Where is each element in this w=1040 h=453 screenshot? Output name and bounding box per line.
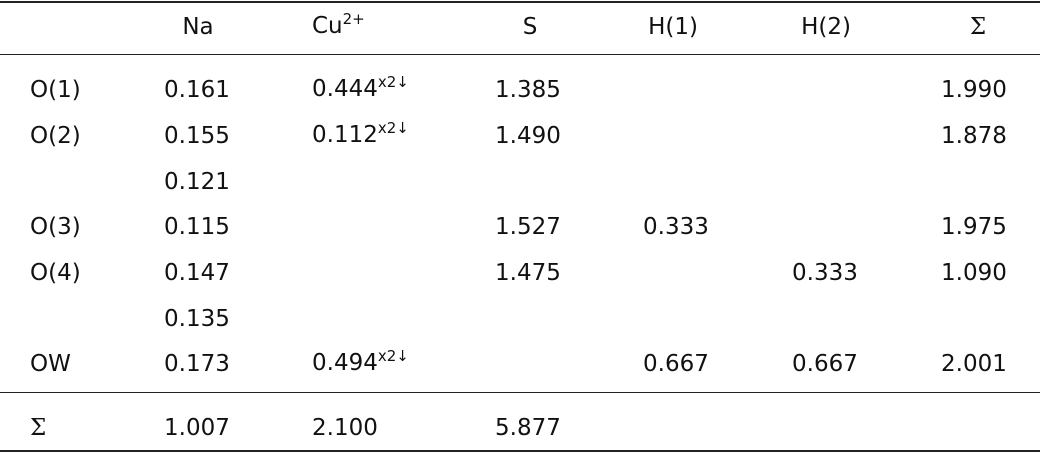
cell-text: 1.007 <box>164 415 230 441</box>
cell-text: 0.115 <box>164 214 230 240</box>
cell-text: S <box>522 14 538 40</box>
cell-text: 0.161 <box>164 77 230 103</box>
table-cell: 1.975 <box>941 212 1007 242</box>
superscript: x2↓ <box>377 119 409 137</box>
table-cell: O(3) <box>30 212 81 242</box>
bottom-rule <box>0 450 1040 452</box>
table-cell: OW <box>30 349 71 379</box>
cell-text: 1.975 <box>941 214 1007 240</box>
cell-text: Σ <box>969 14 987 40</box>
table-cell: 1.090 <box>941 258 1007 288</box>
cell-text: 0.667 <box>792 351 858 377</box>
cell-text: 1.878 <box>941 123 1007 149</box>
cell-text: Na <box>182 14 214 40</box>
table-cell: O(2) <box>30 121 81 151</box>
cell-text: 1.490 <box>495 123 561 149</box>
table-cell: 0.161 <box>164 75 230 105</box>
cell-text: 0.333 <box>792 260 858 286</box>
table-cell: 0.121 <box>164 167 230 197</box>
table-cell: 0.494x2↓ <box>312 347 409 380</box>
cell-text: 1.090 <box>941 260 1007 286</box>
table-cell: 0.147 <box>164 258 230 288</box>
table-cell: O(1) <box>30 75 81 105</box>
table-cell: 0.115 <box>164 212 230 242</box>
table-cell: 0.173 <box>164 349 230 379</box>
table-cell: 0.135 <box>164 304 230 334</box>
superscript: x2↓ <box>377 347 409 365</box>
footer-cell: 1.007 <box>164 413 230 443</box>
header-rule <box>0 54 1040 55</box>
table-cell: 0.667 <box>643 349 709 379</box>
cell-text: 0.135 <box>164 306 230 332</box>
table-cell: 1.527 <box>495 212 561 242</box>
cell-text: 0.667 <box>643 351 709 377</box>
table-cell: 0.333 <box>643 212 709 242</box>
table-cell: 1.475 <box>495 258 561 288</box>
cell-text: O(3) <box>30 214 81 240</box>
table-cell: 2.001 <box>941 349 1007 379</box>
table-cell: 1.990 <box>941 75 1007 105</box>
cell-text: 5.877 <box>495 415 561 441</box>
cell-text: 0.112 <box>312 122 378 148</box>
cell-text: 2.001 <box>941 351 1007 377</box>
header-cell: Na <box>182 12 213 42</box>
table-cell: 1.878 <box>941 121 1007 151</box>
table-cell: 0.112x2↓ <box>312 119 409 152</box>
footer-cell: 2.100 <box>312 413 378 443</box>
header-cell: H(2) <box>801 12 851 42</box>
cell-text: 0.155 <box>164 123 230 149</box>
header-cell: Σ <box>970 12 986 42</box>
footer-rule <box>0 392 1040 393</box>
cell-text: 1.990 <box>941 77 1007 103</box>
cell-text: 1.475 <box>495 260 561 286</box>
superscript: 2+ <box>342 10 365 28</box>
cell-text: H(1) <box>648 14 698 40</box>
cell-text: O(1) <box>30 77 81 103</box>
table-cell: 0.333 <box>792 258 858 288</box>
cell-text: Cu <box>312 13 343 39</box>
footer-cell: Σ <box>30 413 46 443</box>
cell-text: O(4) <box>30 260 81 286</box>
table-cell: 0.667 <box>792 349 858 379</box>
table-cell: O(4) <box>30 258 81 288</box>
footer-cell: 5.877 <box>495 413 561 443</box>
header-cell: H(1) <box>648 12 698 42</box>
table-cell: 0.444x2↓ <box>312 73 409 106</box>
cell-text: 0.333 <box>643 214 709 240</box>
superscript: x2↓ <box>377 73 409 91</box>
cell-text: 0.121 <box>164 169 230 195</box>
cell-text: 1.385 <box>495 77 561 103</box>
cell-text: Σ <box>30 415 47 441</box>
cell-text: H(2) <box>801 14 851 40</box>
cell-text: 0.147 <box>164 260 230 286</box>
cell-text: O(2) <box>30 123 81 149</box>
cell-text: 0.173 <box>164 351 230 377</box>
header-cell: Cu2+ <box>312 10 365 43</box>
table-cell: 1.385 <box>495 75 561 105</box>
cell-text: 2.100 <box>312 415 378 441</box>
cell-text: 0.444 <box>312 76 378 102</box>
header-cell: S <box>523 12 538 42</box>
cell-text: OW <box>30 351 71 377</box>
top-rule <box>0 1 1040 3</box>
table-cell: 0.155 <box>164 121 230 151</box>
table-cell: 1.490 <box>495 121 561 151</box>
cell-text: 1.527 <box>495 214 561 240</box>
cell-text: 0.494 <box>312 350 378 376</box>
